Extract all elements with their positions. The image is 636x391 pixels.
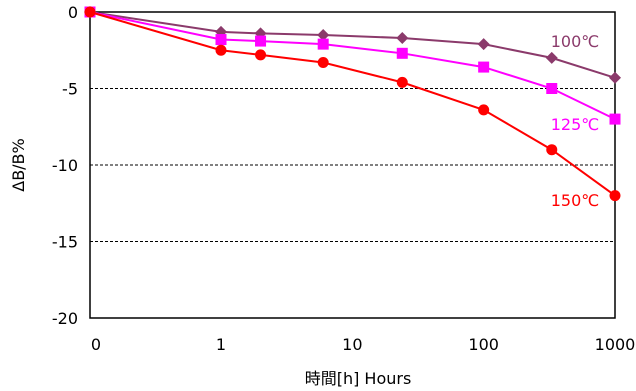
data-point [477, 38, 490, 51]
x-tick-labels: 0 1 10 100 1000 [91, 335, 635, 354]
series-line [89, 11, 616, 197]
data-point [478, 104, 490, 116]
y-tick-label: -20 [52, 309, 78, 328]
x-axis-title: 時間[h] Hours [305, 369, 412, 388]
data-point [255, 49, 267, 61]
data-point [546, 144, 558, 156]
data-point [609, 113, 621, 125]
x-tick-label: 1 [216, 335, 226, 354]
series-label: 150℃ [551, 191, 600, 210]
y-tick-label: -5 [62, 80, 78, 99]
y-axis-title: ΔB/B% [9, 138, 28, 192]
series-label: 100℃ [551, 32, 600, 51]
data-point [317, 28, 330, 41]
x-tick-label: 100 [468, 335, 499, 354]
y-tick-label: 0 [68, 3, 78, 22]
data-point [546, 83, 558, 94]
plot-frame [89, 11, 616, 319]
x-tick-label: 10 [342, 335, 362, 354]
data-point [396, 76, 408, 88]
data-point [545, 51, 558, 64]
data-point [396, 47, 408, 59]
data-point [84, 6, 96, 18]
y-tick-labels: 0 -5 -10 -15 -20 [52, 3, 78, 328]
series-1 [84, 6, 621, 84]
data-point [609, 190, 621, 202]
y-tick-label: -10 [52, 156, 78, 175]
y-tick-label: -15 [52, 233, 78, 252]
data-point [317, 56, 329, 68]
data-point [478, 61, 490, 73]
grid-lines [90, 88, 615, 242]
series-line [89, 11, 616, 79]
series-label: 125℃ [551, 115, 600, 134]
x-tick-label: 1000 [595, 335, 636, 354]
data-point [215, 34, 227, 46]
data-point [396, 32, 409, 45]
series-line [89, 11, 616, 121]
data-point [215, 44, 227, 56]
series-3 [84, 6, 621, 202]
data-point [255, 35, 267, 47]
series-labels: 100℃ 125℃ 150℃ [551, 32, 600, 210]
data-point [609, 71, 621, 84]
series [84, 6, 621, 202]
data-point [317, 38, 329, 50]
x-tick-label: 0 [91, 335, 101, 354]
